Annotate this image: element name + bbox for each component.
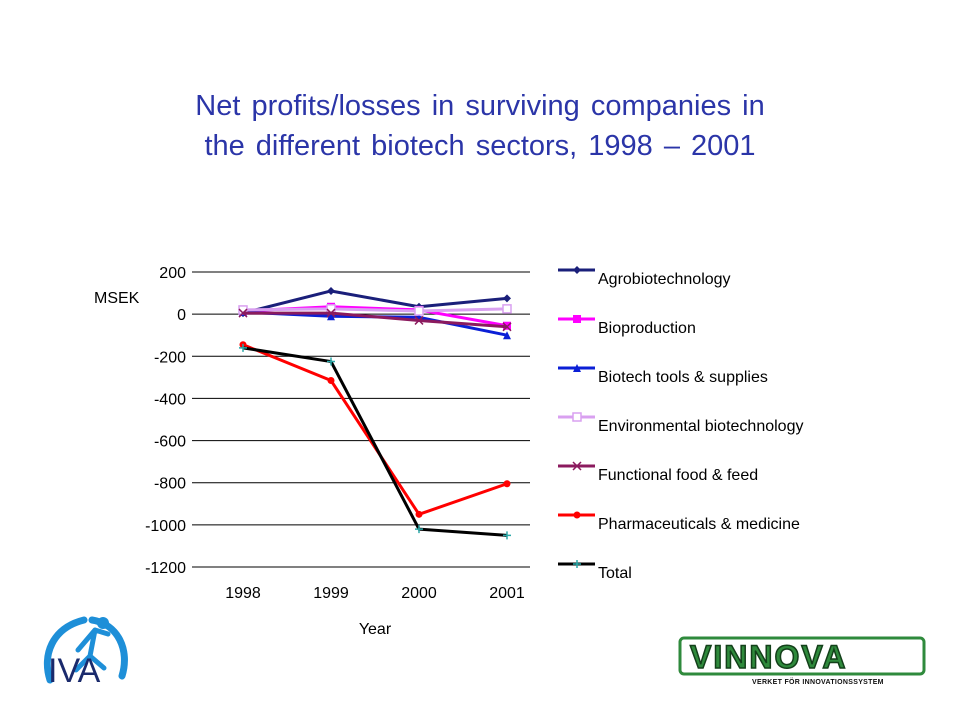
slide-title-line-2: the different biotech sectors, 1998 – 20… <box>204 130 756 162</box>
legend-marker <box>573 364 581 372</box>
legend-label: Bioproduction <box>598 320 696 337</box>
data-point <box>327 377 335 385</box>
y-tick-label: 200 <box>159 265 186 282</box>
legend-marker <box>572 461 582 471</box>
data-point <box>327 357 335 366</box>
slide-title-line-1: Net profits/losses in surviving companie… <box>195 90 765 122</box>
series-line <box>242 343 508 516</box>
series-line <box>243 311 508 329</box>
data-point <box>503 531 511 540</box>
data-point <box>502 304 512 314</box>
x-tick-label: 2001 <box>489 585 525 602</box>
vinnova-logo: VINNOVA <box>678 636 926 676</box>
y-tick-label: -400 <box>154 391 186 408</box>
data-point <box>326 308 336 318</box>
data-point <box>327 286 335 295</box>
data-point <box>503 331 511 340</box>
y-tick-label: -800 <box>154 476 186 493</box>
y-tick-label: 0 <box>177 307 186 324</box>
series-line <box>242 346 508 537</box>
y-tick-label: -1000 <box>145 518 186 535</box>
data-point <box>415 525 423 534</box>
y-tick-label: -200 <box>154 349 186 366</box>
data-point <box>414 315 424 325</box>
legend-label: Functional food & feed <box>598 467 758 484</box>
iva-logo: IVA <box>43 616 128 690</box>
data-point <box>503 480 511 488</box>
vinnova-tagline: VERKET FÖR INNOVATIONSSYSTEM <box>752 679 884 686</box>
data-point <box>502 322 512 332</box>
iva-logo-text: IVA <box>48 652 101 690</box>
data-point <box>503 294 511 303</box>
data-point <box>238 308 248 318</box>
data-point <box>327 312 335 321</box>
x-axis-title: Year <box>359 621 392 638</box>
y-tick-label: -600 <box>154 434 186 451</box>
legend-marker <box>573 266 581 274</box>
data-point <box>239 343 247 352</box>
legend-label: Agrobiotechnology <box>598 271 731 288</box>
data-point <box>415 510 423 518</box>
legend-marker <box>573 315 581 323</box>
legend-label: Pharmaceuticals & medicine <box>598 516 800 533</box>
y-tick-label: -1200 <box>145 560 186 577</box>
x-tick-label: 1999 <box>313 585 349 602</box>
slide-title: Net profits/losses in surviving companie… <box>60 86 900 166</box>
legend-label: Biotech tools & supplies <box>598 369 768 386</box>
series-line <box>242 307 508 313</box>
legend-label: Total <box>598 565 632 582</box>
vinnova-logo-text: VINNOVA <box>690 639 847 675</box>
y-axis-title: MSEK <box>94 290 140 307</box>
legend-marker <box>573 511 581 519</box>
x-tick-label: 2000 <box>401 585 437 602</box>
legend-label: Environmental biotechnology <box>598 418 803 435</box>
legend-marker <box>572 412 582 422</box>
series-line <box>242 289 508 315</box>
legend-marker <box>573 560 581 568</box>
x-tick-label: 1998 <box>225 585 261 602</box>
data-point <box>414 306 424 316</box>
